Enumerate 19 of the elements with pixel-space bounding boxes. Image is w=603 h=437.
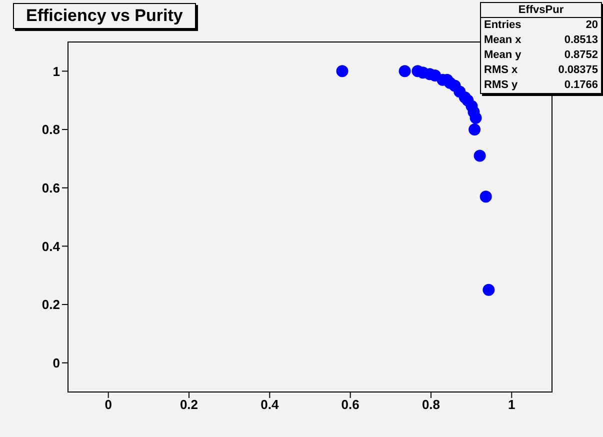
y-tick-label: 0.8 bbox=[42, 122, 60, 138]
x-tick-label: 0 bbox=[104, 397, 112, 412]
text: Mean y 0.8752 bbox=[484, 49, 598, 61]
y-tick-label: 0.2 bbox=[42, 297, 60, 312]
x-tick-label: 0.4 bbox=[260, 397, 280, 412]
y-tick-label: 0 bbox=[52, 355, 60, 370]
x-tick-label: 0.6 bbox=[341, 397, 360, 412]
text: EffvsPur bbox=[481, 3, 601, 18]
y-tick-label: 1 bbox=[52, 64, 60, 79]
x-tick-label: 1 bbox=[508, 397, 516, 412]
y-tick-label: 0.6 bbox=[42, 180, 60, 196]
text: Entries 20 bbox=[484, 19, 598, 31]
x-tick-label: 0.8 bbox=[422, 397, 440, 412]
y-tick-label: 0.4 bbox=[42, 238, 61, 254]
x-tick-label: 0.2 bbox=[180, 397, 198, 412]
text: Mean x 0.8513 bbox=[484, 34, 598, 46]
text: RMS y 0.1766 bbox=[484, 79, 598, 91]
text: RMS x 0.08375 bbox=[484, 64, 598, 76]
chart-title: Efficiency vs Purity bbox=[13, 3, 196, 29]
